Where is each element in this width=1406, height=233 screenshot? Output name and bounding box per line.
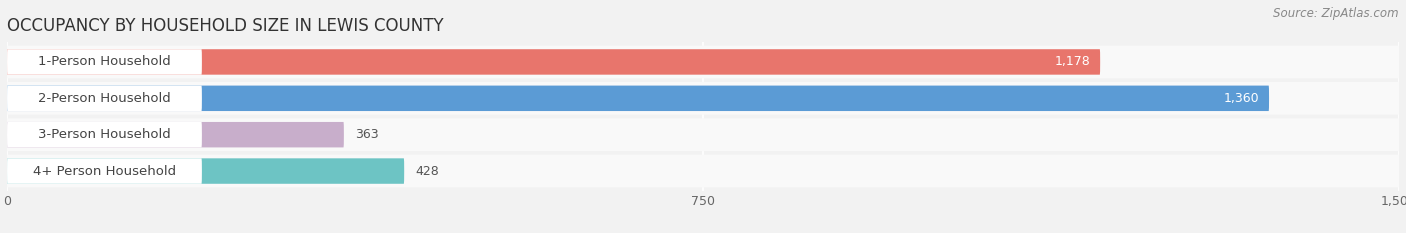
FancyBboxPatch shape — [7, 49, 1099, 75]
FancyBboxPatch shape — [7, 158, 202, 184]
Text: 363: 363 — [354, 128, 378, 141]
Text: 1-Person Household: 1-Person Household — [38, 55, 172, 69]
Text: 4+ Person Household: 4+ Person Household — [32, 164, 176, 178]
Text: 1,360: 1,360 — [1225, 92, 1260, 105]
Text: Source: ZipAtlas.com: Source: ZipAtlas.com — [1274, 7, 1399, 20]
Text: 3-Person Household: 3-Person Household — [38, 128, 172, 141]
Text: 1,178: 1,178 — [1054, 55, 1091, 69]
FancyBboxPatch shape — [7, 122, 202, 147]
FancyBboxPatch shape — [7, 158, 404, 184]
FancyBboxPatch shape — [7, 46, 1399, 78]
FancyBboxPatch shape — [7, 86, 1270, 111]
Text: 428: 428 — [415, 164, 439, 178]
FancyBboxPatch shape — [7, 49, 202, 75]
FancyBboxPatch shape — [7, 118, 1399, 151]
FancyBboxPatch shape — [7, 155, 1399, 187]
Text: 2-Person Household: 2-Person Household — [38, 92, 172, 105]
Text: OCCUPANCY BY HOUSEHOLD SIZE IN LEWIS COUNTY: OCCUPANCY BY HOUSEHOLD SIZE IN LEWIS COU… — [7, 17, 444, 35]
FancyBboxPatch shape — [7, 82, 1399, 115]
FancyBboxPatch shape — [7, 122, 344, 147]
FancyBboxPatch shape — [7, 86, 202, 111]
